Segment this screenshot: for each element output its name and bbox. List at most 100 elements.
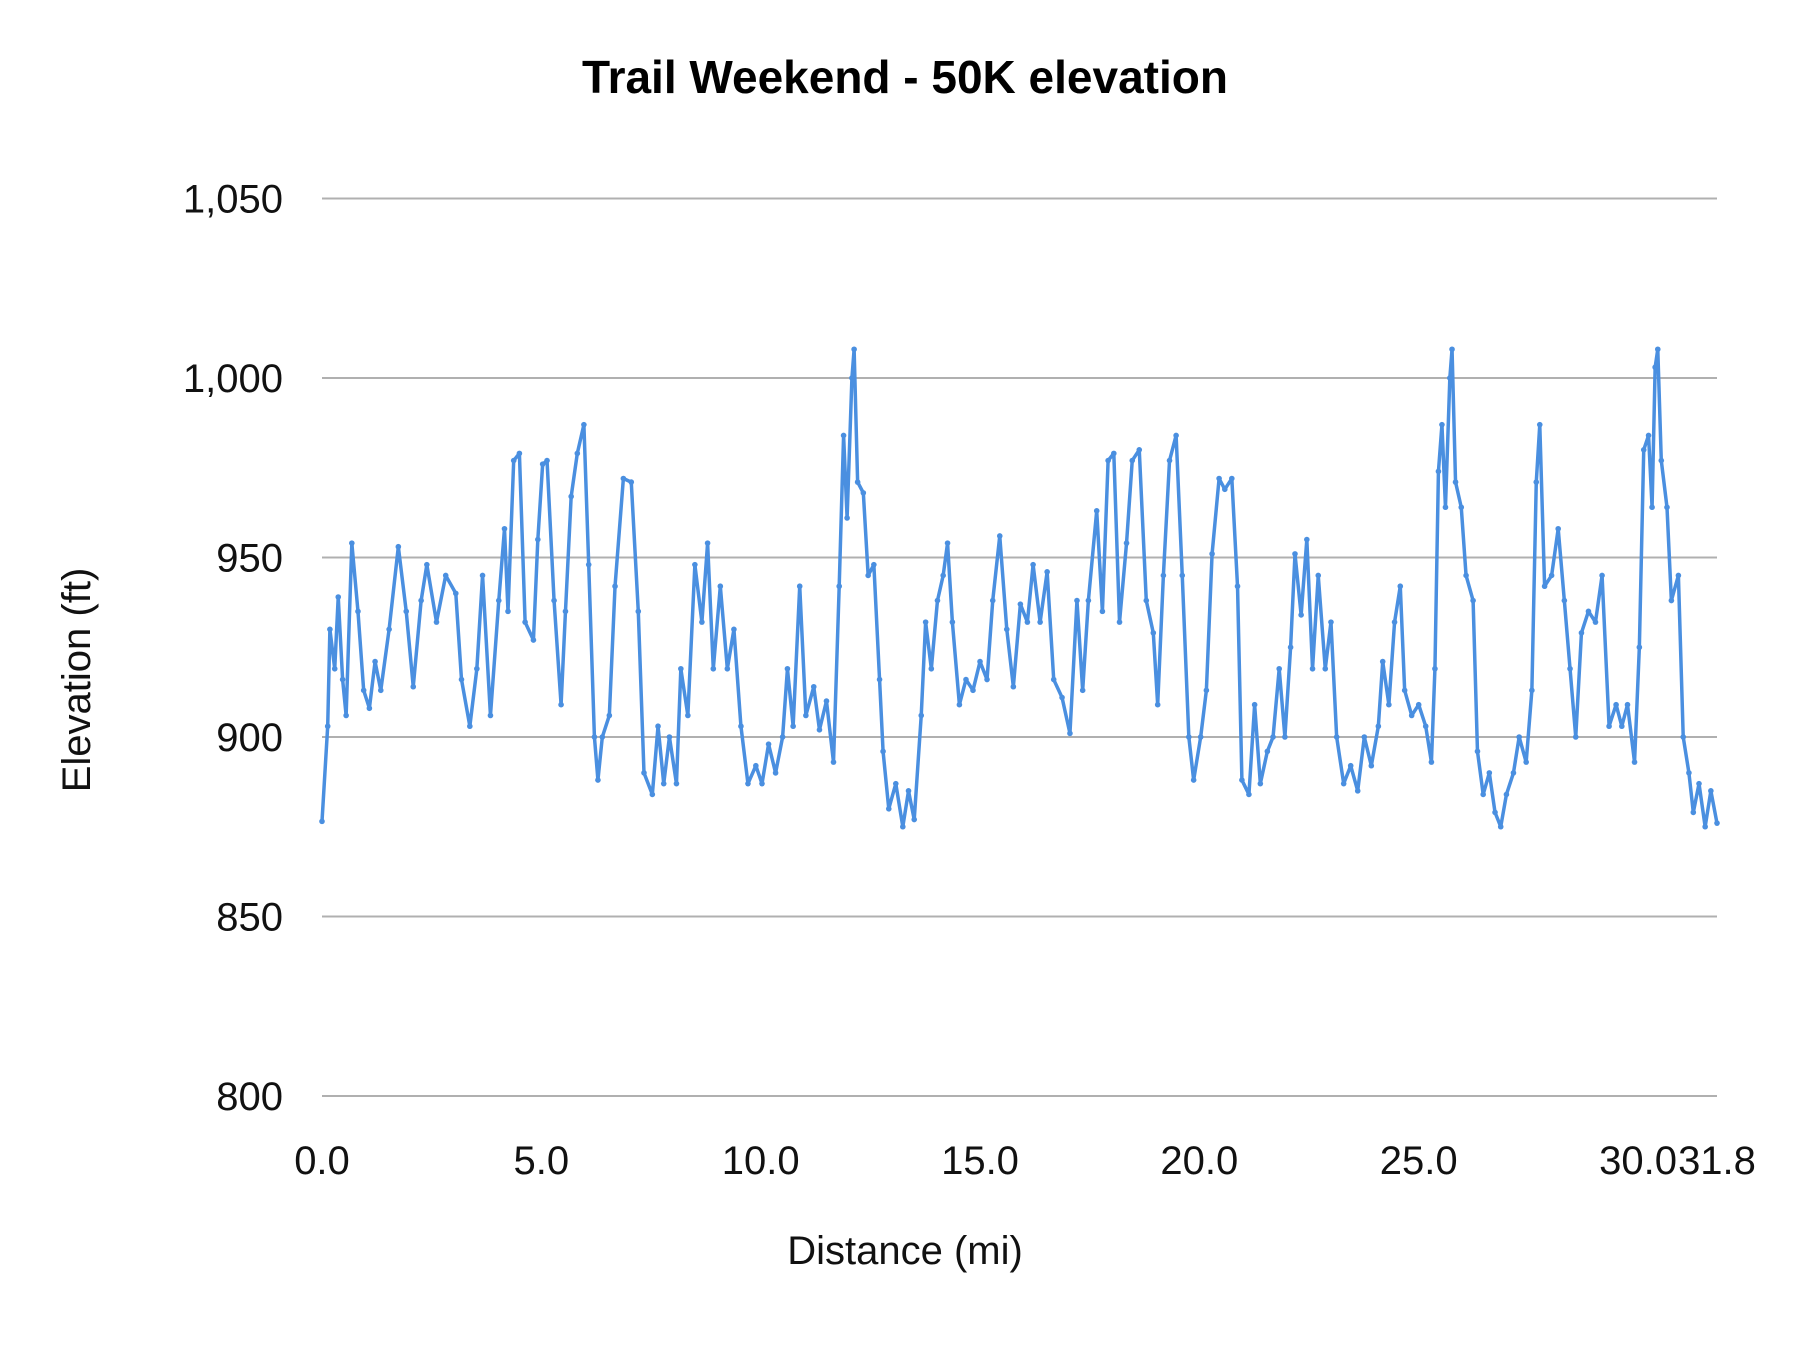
data-point bbox=[591, 734, 598, 740]
data-point bbox=[599, 734, 606, 740]
data-point bbox=[501, 525, 508, 532]
data-point bbox=[331, 665, 338, 672]
data-point bbox=[1030, 561, 1036, 568]
data-point bbox=[1690, 809, 1697, 816]
data-point bbox=[1435, 468, 1442, 475]
data-point bbox=[1093, 508, 1100, 514]
x-axis-ticks: 0.0 5.0 10.0 15.0 20.0 25.0 30.0 31.8 bbox=[294, 1139, 1756, 1183]
data-point bbox=[1680, 734, 1687, 740]
data-point bbox=[487, 712, 494, 719]
data-point bbox=[1533, 479, 1540, 485]
data-point bbox=[918, 712, 925, 719]
data-point bbox=[635, 608, 642, 615]
x-tick-label: 10.0 bbox=[722, 1139, 800, 1183]
data-point bbox=[1099, 608, 1106, 615]
gridlines bbox=[322, 197, 1717, 1097]
data-point bbox=[649, 791, 656, 798]
data-point bbox=[1510, 770, 1517, 776]
data-point bbox=[1470, 597, 1476, 604]
data-point bbox=[1696, 780, 1702, 787]
data-point bbox=[673, 780, 680, 787]
data-point bbox=[366, 705, 373, 712]
data-point bbox=[1309, 665, 1316, 672]
data-point bbox=[934, 597, 941, 604]
data-point bbox=[1111, 450, 1117, 457]
data-point bbox=[595, 777, 601, 783]
data-point bbox=[1675, 572, 1682, 579]
data-point bbox=[1619, 723, 1625, 730]
data-point bbox=[319, 818, 325, 825]
data-point bbox=[996, 533, 1003, 539]
data-point bbox=[1447, 375, 1453, 381]
data-point bbox=[1197, 734, 1204, 740]
data-point bbox=[660, 780, 667, 787]
y-tick-label: 1,050 bbox=[183, 178, 283, 222]
data-point bbox=[1686, 770, 1692, 776]
data-point bbox=[1136, 447, 1143, 453]
data-point bbox=[558, 701, 564, 708]
data-point bbox=[1292, 551, 1298, 557]
data-point bbox=[1044, 569, 1050, 575]
data-point bbox=[1276, 665, 1282, 672]
data-point bbox=[1203, 687, 1210, 694]
data-point bbox=[1492, 809, 1498, 816]
data-point bbox=[1658, 457, 1665, 464]
data-point bbox=[1251, 701, 1258, 708]
data-point bbox=[581, 421, 587, 428]
data-point bbox=[1408, 712, 1415, 719]
data-point bbox=[970, 687, 976, 694]
data-point bbox=[1298, 612, 1304, 618]
data-point bbox=[949, 619, 956, 625]
data-point bbox=[474, 665, 480, 672]
data-point bbox=[1354, 788, 1361, 794]
data-point bbox=[1631, 759, 1638, 765]
data-point bbox=[1050, 676, 1057, 683]
data-point bbox=[628, 479, 635, 485]
data-point bbox=[738, 723, 744, 730]
data-point bbox=[1179, 572, 1186, 579]
data-point bbox=[1397, 583, 1404, 590]
data-point bbox=[759, 780, 765, 787]
data-point bbox=[324, 723, 331, 730]
data-point bbox=[977, 658, 983, 665]
x-tick-label: 31.8 bbox=[1678, 1139, 1756, 1183]
data-point bbox=[1486, 770, 1493, 776]
data-point bbox=[1368, 762, 1375, 769]
data-point bbox=[1282, 734, 1288, 740]
x-tick-label: 15.0 bbox=[941, 1139, 1019, 1183]
data-point bbox=[1555, 525, 1561, 532]
data-point bbox=[551, 597, 557, 604]
data-point bbox=[844, 515, 850, 521]
data-point bbox=[1129, 457, 1136, 464]
data-point bbox=[360, 687, 367, 694]
y-tick-label: 950 bbox=[216, 537, 283, 581]
data-point bbox=[1548, 572, 1555, 579]
data-point bbox=[1541, 583, 1548, 590]
data-point bbox=[1668, 597, 1675, 604]
data-point bbox=[1606, 723, 1612, 730]
data-point bbox=[1439, 421, 1445, 428]
data-point bbox=[1585, 608, 1592, 615]
data-point bbox=[1287, 644, 1294, 651]
data-point bbox=[530, 637, 537, 643]
data-point bbox=[710, 665, 717, 672]
data-point bbox=[803, 712, 809, 719]
chart-title: Trail Weekend - 50K elevation bbox=[582, 51, 1228, 103]
data-point bbox=[535, 536, 541, 543]
data-point bbox=[1216, 475, 1222, 482]
data-point bbox=[940, 572, 946, 579]
x-tick-label: 20.0 bbox=[1160, 1139, 1238, 1183]
data-point bbox=[372, 658, 378, 665]
data-point bbox=[1523, 759, 1529, 765]
data-point bbox=[692, 561, 698, 568]
data-point bbox=[410, 683, 417, 690]
data-point bbox=[568, 493, 574, 500]
data-point bbox=[433, 619, 440, 625]
data-point bbox=[1304, 536, 1310, 543]
data-point bbox=[1037, 619, 1043, 625]
data-point bbox=[1017, 601, 1024, 607]
data-point bbox=[731, 626, 737, 633]
data-point bbox=[1613, 701, 1619, 708]
data-point bbox=[1529, 687, 1535, 694]
data-point bbox=[1375, 723, 1382, 730]
